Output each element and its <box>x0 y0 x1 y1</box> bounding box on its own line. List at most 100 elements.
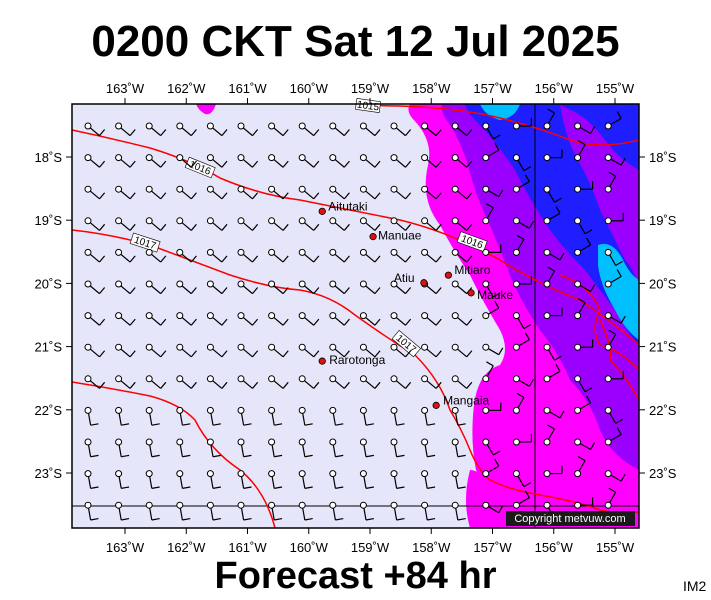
wind-barb <box>237 248 259 263</box>
lat-label: 21˚S <box>649 340 677 355</box>
wind-barb <box>237 406 252 426</box>
wind-barb <box>84 470 99 489</box>
wind-barb <box>145 154 167 168</box>
lat-label: 22˚S <box>649 403 677 418</box>
wind-barb <box>574 217 593 235</box>
wind-barb <box>543 343 562 361</box>
wind-barb <box>115 280 136 295</box>
wind-barb <box>574 375 593 393</box>
lat-label: 22˚S <box>35 403 63 418</box>
wind-barb <box>237 501 252 521</box>
wind-barb <box>206 312 228 326</box>
lon-label: 163˚W <box>106 81 145 96</box>
wind-barb <box>451 122 473 137</box>
wind-barb <box>543 406 565 419</box>
isobars <box>72 104 639 528</box>
wind-barb <box>543 424 556 446</box>
wind-barb <box>512 174 530 193</box>
lon-label: 161˚W <box>228 540 267 555</box>
place-label: Aitutaki <box>328 199 367 213</box>
wind-barb <box>268 185 289 200</box>
lat-label: 20˚S <box>649 276 677 291</box>
lon-label: 156˚W <box>535 540 574 555</box>
wind-barb <box>237 280 259 295</box>
wind-barb <box>115 312 136 326</box>
wind-barb <box>329 406 344 426</box>
wind-barb <box>206 438 221 458</box>
wind-barb <box>512 276 533 288</box>
wind-barb <box>482 185 504 198</box>
wind-barb <box>84 501 99 521</box>
wind-barb <box>329 501 344 521</box>
wind-barb <box>359 122 381 137</box>
wind-barb <box>145 185 167 200</box>
lat-label: 23˚S <box>35 466 63 481</box>
wind-barb <box>390 438 405 458</box>
wind-barb <box>359 343 381 358</box>
wind-barb <box>84 406 99 426</box>
wind-barb <box>206 375 228 389</box>
wind-barb <box>176 406 191 426</box>
wind-barb <box>359 185 381 200</box>
lat-label: 18˚S <box>35 150 63 165</box>
wind-barb <box>390 501 405 521</box>
wind-barb <box>421 154 442 168</box>
wind-barb <box>84 280 106 295</box>
wind-barb <box>84 343 106 358</box>
wind-barb <box>421 438 436 458</box>
wind-barb <box>543 465 563 478</box>
lat-label: 23˚S <box>649 466 677 481</box>
wind-barb <box>604 470 626 482</box>
wind-barb <box>421 217 442 231</box>
wind-barb <box>145 280 167 295</box>
wind-barb <box>512 332 530 351</box>
wind-barb <box>237 154 259 168</box>
wind-barb <box>329 343 350 358</box>
wind-barb <box>206 248 228 263</box>
wind-barb <box>451 154 473 168</box>
wind-barb <box>84 375 106 389</box>
lon-label: 155˚W <box>596 81 635 96</box>
wind-barb <box>145 438 160 458</box>
wind-barb <box>115 470 130 489</box>
wind-barb <box>84 217 106 231</box>
wind-barb <box>543 307 563 320</box>
wind-barb <box>115 217 136 231</box>
wind-barb <box>176 122 197 137</box>
wind-barb <box>298 375 320 389</box>
wind-barb <box>604 248 623 266</box>
wind-barb <box>359 217 381 231</box>
wind-barb <box>206 343 228 358</box>
wind-barb <box>359 248 381 263</box>
lon-label: 160˚W <box>290 81 329 96</box>
wind-barb <box>359 438 374 458</box>
wind-barb <box>84 248 106 263</box>
wind-barb <box>451 501 466 521</box>
place-label: Mauke <box>477 288 513 302</box>
wind-barb <box>206 122 228 137</box>
precipitation-shading <box>196 104 639 528</box>
wind-barb <box>543 206 561 225</box>
wind-barb <box>512 154 532 172</box>
wind-barb <box>482 501 504 514</box>
lat-label: 18˚S <box>649 150 677 165</box>
place-dot <box>467 289 475 297</box>
place-label: Atiu <box>394 271 415 285</box>
wind-barb <box>390 312 412 326</box>
wind-barb <box>206 280 228 295</box>
wind-barb <box>359 280 381 295</box>
wind-barb <box>206 470 221 489</box>
lon-label: 160˚W <box>290 540 329 555</box>
wind-barb <box>604 171 617 193</box>
wind-barb <box>604 269 622 288</box>
place-label: Mitiaro <box>454 263 490 277</box>
wind-barb <box>390 217 412 231</box>
wind-barb <box>298 185 320 200</box>
wind-barb <box>512 375 534 387</box>
wind-barb <box>176 501 191 521</box>
wind-barb <box>84 438 99 458</box>
wind-barb <box>115 122 136 137</box>
wind-barb <box>145 248 167 263</box>
lon-label: 155˚W <box>596 540 635 555</box>
